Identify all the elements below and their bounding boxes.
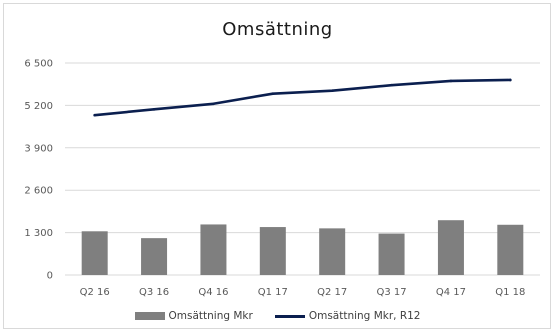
line-point — [271, 92, 275, 95]
chart-legend: Omsättning Mkr Omsättning Mkr, R12 — [0, 310, 555, 322]
line-point — [330, 89, 334, 93]
y-tick-label: 5 200 — [24, 101, 53, 112]
bar — [259, 227, 286, 275]
y-tick-label: 3 900 — [24, 143, 53, 154]
y-tick-label: 2 600 — [24, 186, 53, 197]
line-point — [449, 79, 453, 83]
legend-swatch-bars — [134, 312, 165, 320]
x-tick-label: Q2 16 — [80, 287, 110, 298]
bar — [200, 224, 227, 275]
line-point — [390, 83, 393, 87]
bar — [319, 228, 346, 275]
bar — [141, 238, 168, 275]
x-tick-label: Q3 17 — [376, 287, 406, 298]
line-point — [152, 108, 156, 111]
x-tick-label: Q1 18 — [495, 287, 525, 298]
bar — [497, 224, 524, 275]
legend-swatch-line — [274, 314, 305, 318]
bar — [378, 233, 405, 275]
series-line — [93, 78, 512, 117]
bar — [437, 220, 464, 275]
x-tick-label: Q3 16 — [139, 287, 169, 298]
x-tick-label: Q4 17 — [436, 287, 466, 298]
line-point — [93, 113, 96, 117]
line-point — [509, 78, 512, 82]
x-tick-label: Q4 16 — [198, 287, 228, 298]
legend-item-bars: Omsättning Mkr — [134, 310, 253, 322]
x-tick-label: Q2 17 — [317, 287, 347, 298]
bar — [81, 231, 108, 275]
line-point — [212, 102, 215, 106]
legend-label-bars: Omsättning Mkr — [168, 310, 253, 322]
x-tick-label: Q1 17 — [258, 287, 288, 298]
legend-item-line: Omsättning Mkr, R12 — [274, 310, 421, 322]
y-tick-label: 1 300 — [24, 228, 53, 239]
y-tick-label: 0 — [47, 271, 53, 282]
legend-label-line: Omsättning Mkr, R12 — [308, 310, 421, 322]
chart-title: Omsättning — [222, 19, 333, 40]
y-tick-label: 6 500 — [24, 59, 53, 70]
